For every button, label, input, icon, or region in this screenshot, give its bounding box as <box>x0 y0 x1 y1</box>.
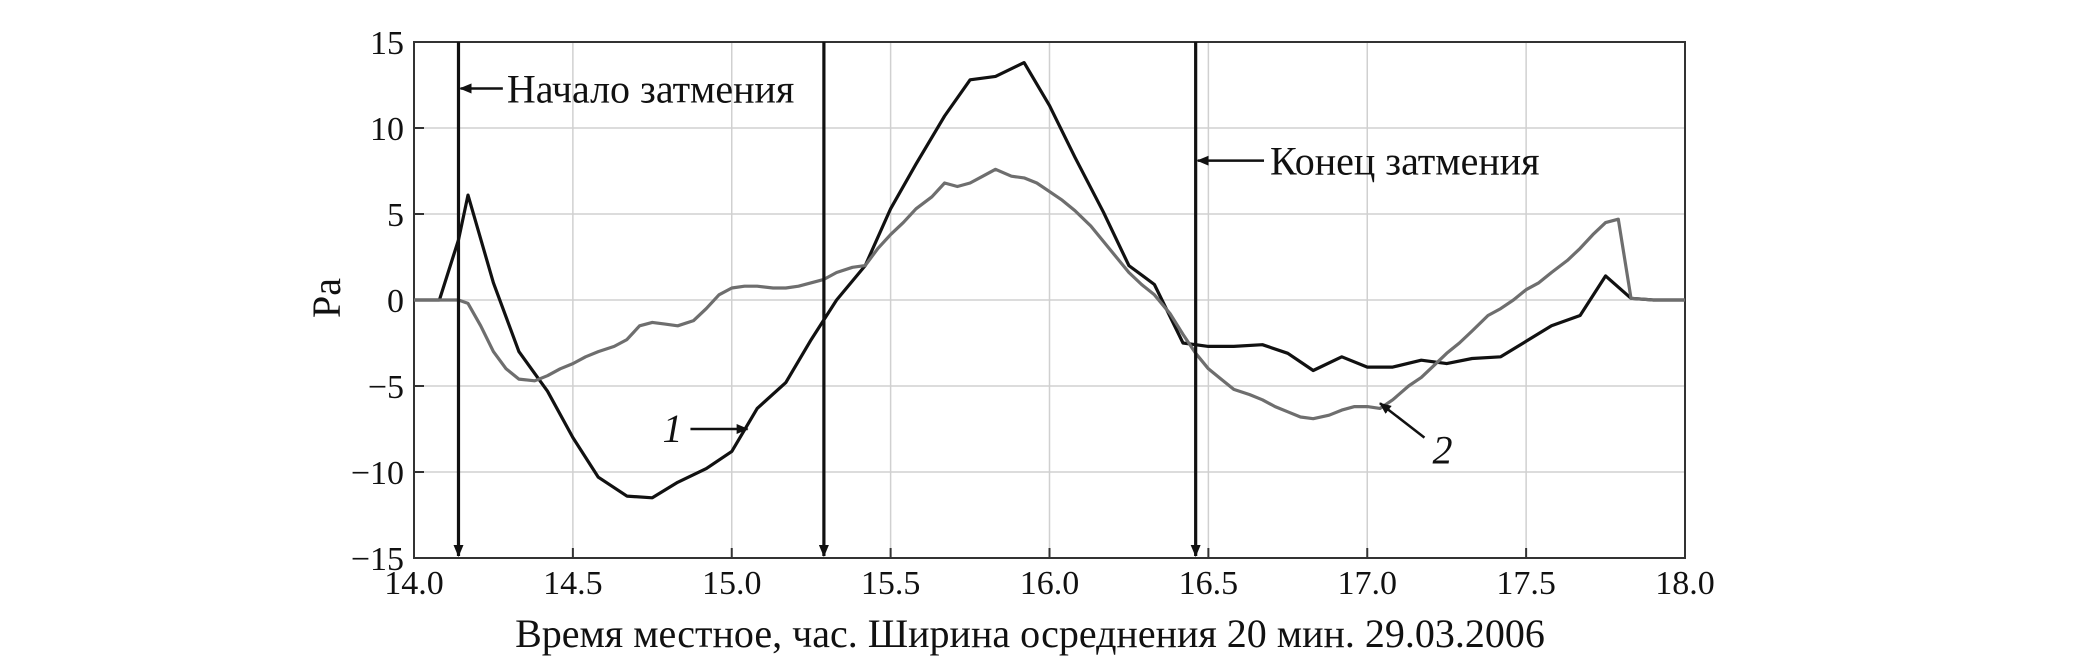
series-lines <box>414 60 1685 500</box>
eclipse-start-label: Начало затмения <box>507 66 794 111</box>
y-tick-label: 15 <box>370 25 404 62</box>
series-2-arrow <box>1379 402 1426 439</box>
x-tick-label: 14.0 <box>384 565 444 602</box>
annotations: Начало затмения Конец затмения 1 2 <box>459 66 1540 473</box>
y-tick-label: −10 <box>351 455 404 492</box>
x-tick-label: 14.5 <box>543 565 603 602</box>
series-1-label: 1 <box>662 406 682 451</box>
series-2-label: 2 <box>1432 428 1452 473</box>
x-tick-label: 16.0 <box>1020 565 1080 602</box>
x-tick-label: 18.0 <box>1655 565 1715 602</box>
y-tick-label: 5 <box>387 197 404 234</box>
x-tick-label: 16.5 <box>1179 565 1239 602</box>
x-tick-label: 15.0 <box>702 565 762 602</box>
x-tick-label: 17.0 <box>1338 565 1398 602</box>
y-tick-label: 0 <box>387 283 404 320</box>
axes: 14.0 14.5 15.0 15.5 16.0 16.5 17.0 17.5 18.01510… <box>351 25 1715 602</box>
x-tick-label: 17.5 <box>1496 565 1556 602</box>
series-line-2 <box>414 167 1685 421</box>
x-axis-label: Время местное, час. Ширина осреднения 20… <box>515 611 1545 656</box>
y-tick-label: −5 <box>368 369 404 406</box>
x-tick-label: 15.5 <box>861 565 921 602</box>
series-line-1 <box>414 60 1685 500</box>
y-tick-label: 10 <box>370 111 404 148</box>
y-axis-label: Pa <box>304 278 349 318</box>
eclipse-markers <box>453 42 1201 557</box>
y-tick-label: −15 <box>351 541 404 578</box>
eclipse-end-label: Конец затмения <box>1270 139 1540 184</box>
